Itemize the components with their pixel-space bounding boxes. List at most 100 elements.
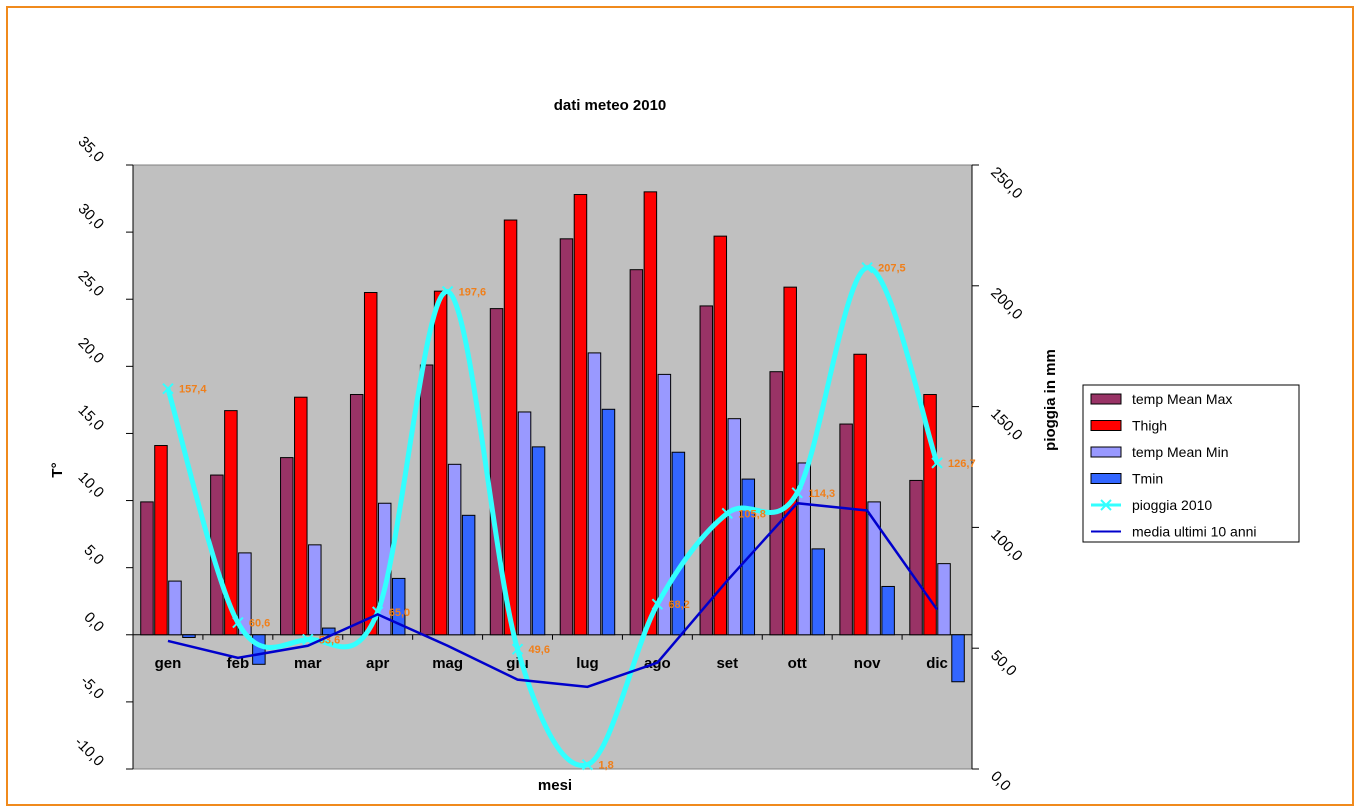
bar-temp-mean-max (699, 305, 714, 636)
data-label: 197,6 (459, 287, 487, 299)
bar-temp-mean-min (797, 462, 811, 636)
y2-tick-label: 250,0 (987, 164, 1026, 203)
bar-thigh (573, 194, 588, 636)
chart-title: dati meteo 2010 (554, 97, 667, 114)
line-media-ultimi-10-anni (167, 501, 939, 689)
data-label: 1,8 (598, 760, 613, 772)
line-marker (511, 643, 524, 655)
bar-tmin (252, 634, 266, 665)
bar-temp-mean-min (937, 563, 951, 636)
bar-thigh (224, 410, 238, 636)
bar-tmin (811, 548, 825, 636)
bar-temp-mean-min (727, 418, 742, 636)
data-label: 105,8 (738, 508, 766, 520)
y2-tick-label: 200,0 (987, 285, 1026, 324)
bar-temp-mean-min (447, 463, 462, 636)
bar-temp-mean-max (349, 394, 364, 636)
legend-swatch (1090, 446, 1122, 458)
legend-label: temp Mean Min (1132, 444, 1228, 460)
line-marker (302, 633, 314, 646)
data-label: 207,5 (878, 263, 906, 275)
legend-box (1082, 384, 1300, 543)
y-tick-label: -10,0 (71, 734, 107, 770)
line-marker (721, 507, 733, 520)
bar-temp-mean-min (587, 352, 602, 636)
x-tick-label: mar (294, 655, 322, 672)
y-tick-label: 5,0 (80, 542, 107, 569)
line-marker (931, 457, 943, 469)
x-tick-label: apr (366, 655, 390, 672)
bar-tmin (391, 577, 406, 636)
bar-temp-mean-max (419, 364, 434, 636)
x-tick-label: lug (576, 655, 599, 672)
line-marker (441, 285, 454, 298)
bar-thigh (433, 290, 448, 636)
y-tick-label: 15,0 (75, 402, 108, 435)
x-tick-label: set (716, 655, 738, 672)
bar-tmin (182, 634, 196, 638)
y2-tick-label: 50,0 (987, 647, 1020, 680)
legend-swatch (1090, 420, 1122, 431)
line-marker (791, 487, 803, 499)
x-axis-label: mesi (538, 777, 572, 794)
y-tick-label: 20,0 (75, 334, 108, 367)
bar-temp-mean-min (308, 544, 322, 636)
bar-thigh (363, 292, 378, 636)
bar-thigh (713, 235, 728, 636)
y2-tick-label: 0,0 (987, 768, 1014, 795)
y-tick-label: 10,0 (75, 469, 108, 502)
legend-label: temp Mean Max (1132, 391, 1232, 407)
bar-tmin (601, 408, 616, 636)
bar-thigh (853, 353, 867, 636)
x-tick-label: gen (155, 655, 182, 672)
y-tick-label: 30,0 (75, 200, 108, 233)
legend-label: Thigh (1132, 418, 1167, 434)
x-tick-label: nov (854, 655, 881, 672)
line-marker (581, 758, 594, 771)
bar-temp-mean-max (629, 269, 644, 636)
legend-swatch (1090, 393, 1122, 405)
data-label: 114,3 (808, 488, 835, 500)
plot-area: gen feb mar apr mag giu lug ago set ott nov dic157,… (126, 164, 979, 772)
bar-temp-mean-max (140, 501, 154, 636)
bar-temp-mean-min (657, 373, 672, 636)
data-label: 60,6 (249, 618, 270, 630)
legend-label: Tmin (1132, 471, 1163, 487)
bar-temp-mean-min (517, 411, 532, 636)
legend: temp Mean Max Thigh temp Mean Min Tmin piogg… (1082, 384, 1300, 543)
bar-temp-mean-max (280, 457, 294, 636)
bar-thigh (783, 286, 797, 636)
data-label: 157,4 (179, 384, 207, 396)
x-tick-label: feb (227, 655, 250, 672)
bar-thigh (643, 191, 658, 636)
bar-thigh (154, 445, 168, 636)
bar-temp-mean-min (168, 580, 182, 636)
bar-temp-mean-max (769, 371, 783, 636)
line-marker (162, 383, 174, 395)
bar-temp-mean-min (867, 501, 881, 636)
bar-tmin (881, 585, 895, 636)
y2-tick-label: 150,0 (987, 405, 1026, 444)
line-marker (232, 616, 244, 629)
bar-tmin (951, 634, 965, 683)
plot-background (132, 164, 973, 770)
bar-tmin (671, 451, 686, 636)
data-label: 68,2 (668, 599, 689, 611)
line-marker (861, 261, 873, 274)
legend-marker (1100, 499, 1112, 511)
bar-temp-mean-max (909, 479, 923, 636)
bar-temp-mean-max (489, 308, 504, 636)
bar-thigh (503, 219, 518, 636)
bar-tmin (322, 627, 336, 636)
legend-label: pioggia 2010 (1132, 497, 1212, 513)
bar-tmin (461, 514, 476, 636)
line-marker (651, 598, 664, 610)
bar-temp-mean-max (839, 423, 853, 636)
data-label: 126,7 (948, 458, 976, 470)
y2-tick-label: 100,0 (987, 526, 1026, 565)
y-axis-label: T° (49, 462, 66, 477)
y-tick-label: 35,0 (75, 133, 108, 166)
legend-label: media ultimi 10 anni (1132, 524, 1257, 540)
x-tick-label: dic (926, 655, 948, 672)
